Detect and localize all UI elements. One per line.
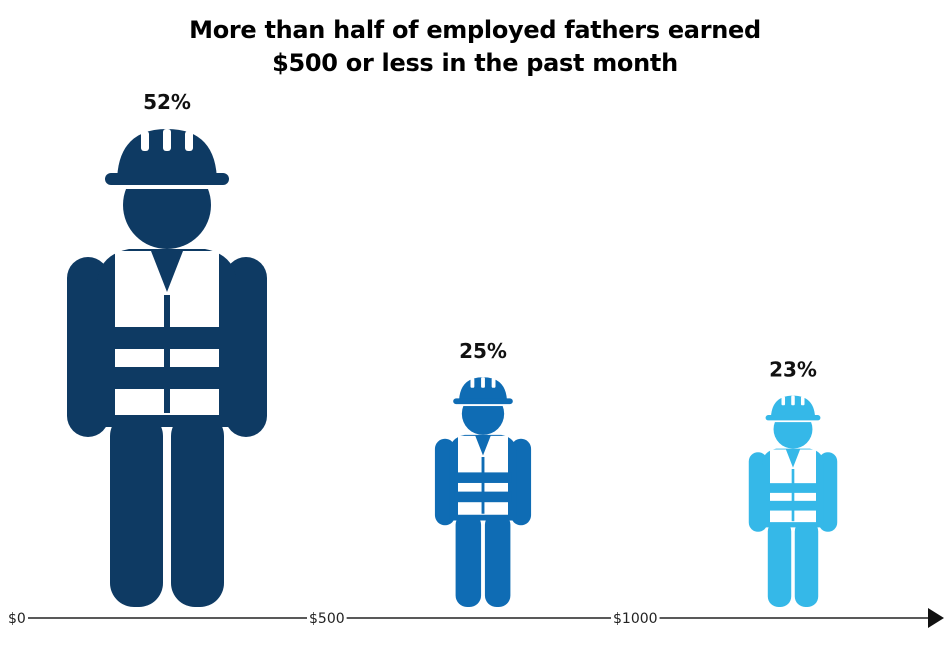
axis-tick-label-bg <box>307 610 347 626</box>
worker-figure-2 <box>434 377 532 608</box>
chart-title-line-1: More than half of employed fathers earne… <box>189 16 761 44</box>
income-axis: $0 $500 $1000 <box>6 608 944 628</box>
axis-tick-label-bg <box>6 610 28 626</box>
axis-tick-label-3: $1000 <box>613 611 658 627</box>
chart-title-line-2: $500 or less in the past month <box>272 49 678 77</box>
worker-figures: 52% 25% 23% <box>67 90 838 608</box>
worker-figure-1 <box>67 129 267 607</box>
chart-title: More than half of employed fathers earne… <box>0 14 950 80</box>
axis-tick-label-bg <box>611 610 660 626</box>
worker-figure-3 <box>748 395 838 607</box>
data-label-1: 52% <box>143 90 191 114</box>
axis-tick-label-1: $0 <box>8 611 26 627</box>
data-label-2: 25% <box>459 339 507 363</box>
axis-arrow <box>928 608 944 628</box>
data-label-3: 23% <box>769 358 817 382</box>
axis-tick-label-2: $500 <box>309 611 345 627</box>
